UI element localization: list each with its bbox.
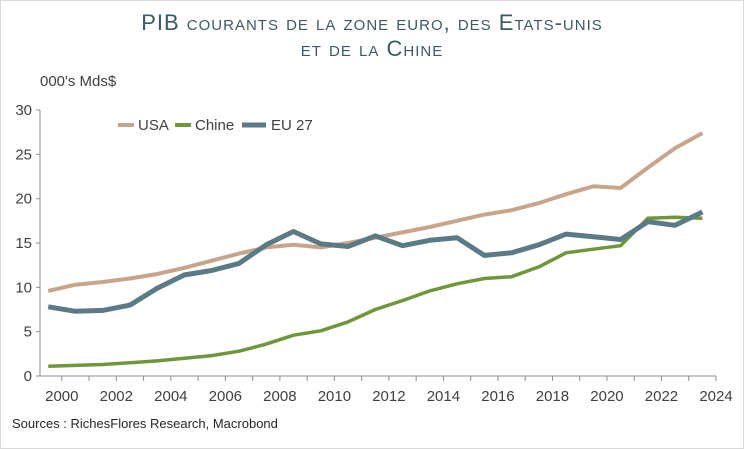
y-tick-label: 30 — [15, 102, 32, 119]
series-line-usa — [47, 131, 704, 293]
legend-label: EU 27 — [271, 117, 313, 134]
legend-label: Chine — [195, 117, 234, 134]
source-note: Sources : RichesFlores Research, Macrobo… — [12, 416, 278, 431]
chart-title: PIB courants de la zone euro, des Etats-… — [0, 10, 744, 62]
x-tick-label: 2024 — [699, 388, 732, 405]
chart-title-line1: PIB courants de la zone euro, des Etats-… — [141, 10, 603, 35]
y-tick-label: 5 — [24, 324, 32, 341]
x-tick-label: 2004 — [154, 388, 187, 405]
y-tick-label: 15 — [15, 235, 32, 252]
x-tick-label: 2014 — [427, 388, 460, 405]
y-tick-label: 25 — [15, 146, 32, 163]
legend-item-chine: Chine — [175, 117, 234, 134]
x-tick-label: 2008 — [263, 388, 296, 405]
legend: USA Chine EU 27 — [118, 117, 313, 134]
legend-item-eu-27: EU 27 — [242, 117, 313, 134]
y-tick-label: 10 — [15, 279, 32, 296]
x-tick-label: 2000 — [45, 388, 78, 405]
x-tick-label: 2018 — [536, 388, 569, 405]
series-layer — [47, 131, 704, 368]
x-tick-label: 2022 — [645, 388, 678, 405]
legend-label: USA — [138, 117, 169, 134]
axes: 0 5 10 15 20 25 30 2000 2002 2004 2006 2008 2010 2012… — [15, 102, 732, 405]
x-tick-label: 2010 — [318, 388, 351, 405]
x-tick-label: 2020 — [590, 388, 623, 405]
series-line-eu-27 — [47, 209, 704, 314]
x-tick-label: 2016 — [481, 388, 514, 405]
x-tick-label: 2002 — [100, 388, 133, 405]
y-axis-unit-label: 000's Mds$ — [40, 73, 117, 90]
y-tick-label: 20 — [15, 191, 32, 208]
series-line-chine — [48, 215, 703, 368]
x-tick-label: 2012 — [372, 388, 405, 405]
chart-title-line2: et de la Chine — [300, 36, 444, 61]
y-tick-label: 0 — [24, 368, 32, 385]
x-tick-label: 2006 — [209, 388, 242, 405]
legend-item-usa: USA — [118, 117, 169, 134]
